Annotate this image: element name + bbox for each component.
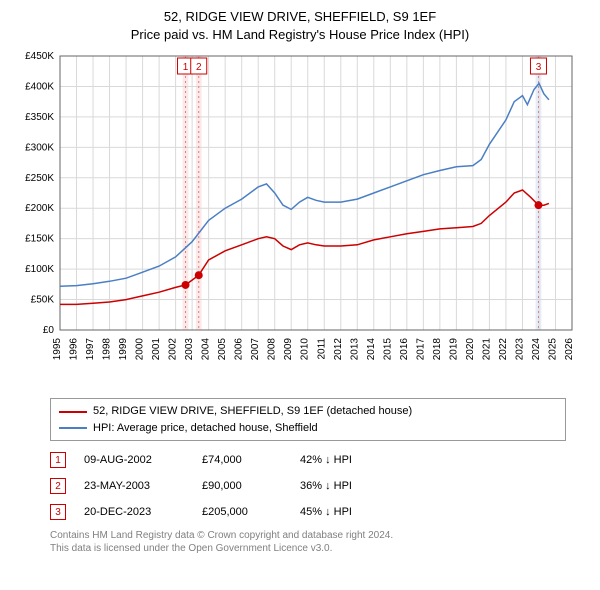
svg-text:2022: 2022 bbox=[498, 338, 509, 361]
txn-date: 09-AUG-2002 bbox=[84, 454, 184, 466]
svg-text:2021: 2021 bbox=[481, 338, 492, 361]
txn-delta: 45% ↓ HPI bbox=[300, 506, 390, 518]
svg-text:2020: 2020 bbox=[465, 338, 476, 361]
table-row: 2 23-MAY-2003 £90,000 36% ↓ HPI bbox=[50, 473, 566, 499]
chart-container: 52, RIDGE VIEW DRIVE, SHEFFIELD, S9 1EF … bbox=[0, 0, 600, 563]
title-address: 52, RIDGE VIEW DRIVE, SHEFFIELD, S9 1EF bbox=[12, 8, 588, 26]
svg-text:2010: 2010 bbox=[300, 338, 311, 361]
svg-text:2005: 2005 bbox=[217, 338, 228, 361]
svg-text:2012: 2012 bbox=[333, 338, 344, 361]
svg-text:1999: 1999 bbox=[118, 338, 129, 361]
txn-delta: 42% ↓ HPI bbox=[300, 454, 390, 466]
svg-text:£0: £0 bbox=[43, 325, 55, 336]
legend-item-hpi: HPI: Average price, detached house, Shef… bbox=[59, 420, 557, 437]
table-row: 1 09-AUG-2002 £74,000 42% ↓ HPI bbox=[50, 447, 566, 473]
svg-text:2023: 2023 bbox=[514, 338, 525, 361]
svg-text:1: 1 bbox=[183, 62, 189, 73]
txn-price: £74,000 bbox=[202, 454, 282, 466]
legend: 52, RIDGE VIEW DRIVE, SHEFFIELD, S9 1EF … bbox=[50, 398, 566, 441]
svg-text:1995: 1995 bbox=[52, 338, 63, 361]
txn-delta: 36% ↓ HPI bbox=[300, 480, 390, 492]
legend-swatch-property bbox=[59, 411, 87, 413]
footer-attribution: Contains HM Land Registry data © Crown c… bbox=[50, 529, 566, 555]
footer-line1: Contains HM Land Registry data © Crown c… bbox=[50, 529, 566, 542]
svg-text:2003: 2003 bbox=[184, 338, 195, 361]
svg-text:2015: 2015 bbox=[382, 338, 393, 361]
legend-label-hpi: HPI: Average price, detached house, Shef… bbox=[93, 420, 318, 437]
legend-item-property: 52, RIDGE VIEW DRIVE, SHEFFIELD, S9 1EF … bbox=[59, 403, 557, 420]
txn-badge: 2 bbox=[50, 478, 66, 494]
svg-text:£200K: £200K bbox=[25, 204, 54, 215]
footer-line2: This data is licensed under the Open Gov… bbox=[50, 542, 566, 555]
svg-text:2001: 2001 bbox=[151, 338, 162, 361]
svg-text:2009: 2009 bbox=[283, 338, 294, 361]
svg-text:2014: 2014 bbox=[366, 338, 377, 361]
svg-text:2007: 2007 bbox=[250, 338, 261, 361]
svg-text:2025: 2025 bbox=[547, 338, 558, 361]
legend-label-property: 52, RIDGE VIEW DRIVE, SHEFFIELD, S9 1EF … bbox=[93, 403, 412, 420]
svg-text:2026: 2026 bbox=[564, 338, 575, 361]
svg-text:1997: 1997 bbox=[85, 338, 96, 361]
svg-text:£400K: £400K bbox=[25, 82, 54, 93]
svg-text:£100K: £100K bbox=[25, 264, 54, 275]
svg-text:2: 2 bbox=[196, 62, 202, 73]
svg-text:2011: 2011 bbox=[316, 338, 327, 360]
line-chart-svg: £0 £50K £100K £150K £200K £250K £300K £350K £400… bbox=[12, 50, 588, 390]
svg-text:£300K: £300K bbox=[25, 143, 54, 154]
svg-text:2017: 2017 bbox=[415, 338, 426, 361]
svg-text:2004: 2004 bbox=[201, 338, 212, 361]
title-subtitle: Price paid vs. HM Land Registry's House … bbox=[12, 26, 588, 44]
svg-text:2013: 2013 bbox=[349, 338, 360, 361]
svg-text:2024: 2024 bbox=[531, 338, 542, 361]
svg-text:3: 3 bbox=[536, 62, 542, 73]
svg-text:1996: 1996 bbox=[69, 338, 80, 361]
svg-text:2008: 2008 bbox=[267, 338, 278, 361]
svg-text:2006: 2006 bbox=[234, 338, 245, 361]
svg-text:£350K: £350K bbox=[25, 112, 54, 123]
svg-text:£50K: £50K bbox=[31, 295, 55, 306]
svg-text:£450K: £450K bbox=[25, 51, 54, 62]
svg-text:2002: 2002 bbox=[168, 338, 179, 361]
title-block: 52, RIDGE VIEW DRIVE, SHEFFIELD, S9 1EF … bbox=[12, 8, 588, 44]
svg-text:2000: 2000 bbox=[135, 338, 146, 361]
svg-text:2018: 2018 bbox=[432, 338, 443, 361]
svg-text:£150K: £150K bbox=[25, 234, 54, 245]
table-row: 3 20-DEC-2023 £205,000 45% ↓ HPI bbox=[50, 499, 566, 525]
legend-swatch-hpi bbox=[59, 427, 87, 429]
txn-price: £90,000 bbox=[202, 480, 282, 492]
chart-area: £0 £50K £100K £150K £200K £250K £300K £350K £400… bbox=[12, 50, 588, 390]
txn-badge: 1 bbox=[50, 452, 66, 468]
svg-text:2016: 2016 bbox=[399, 338, 410, 361]
txn-badge: 3 bbox=[50, 504, 66, 520]
svg-text:2019: 2019 bbox=[448, 338, 459, 361]
transaction-table: 1 09-AUG-2002 £74,000 42% ↓ HPI 2 23-MAY… bbox=[50, 447, 566, 525]
svg-text:1998: 1998 bbox=[102, 338, 113, 361]
txn-date: 20-DEC-2023 bbox=[84, 506, 184, 518]
txn-date: 23-MAY-2003 bbox=[84, 480, 184, 492]
txn-price: £205,000 bbox=[202, 506, 282, 518]
svg-text:£250K: £250K bbox=[25, 173, 54, 184]
